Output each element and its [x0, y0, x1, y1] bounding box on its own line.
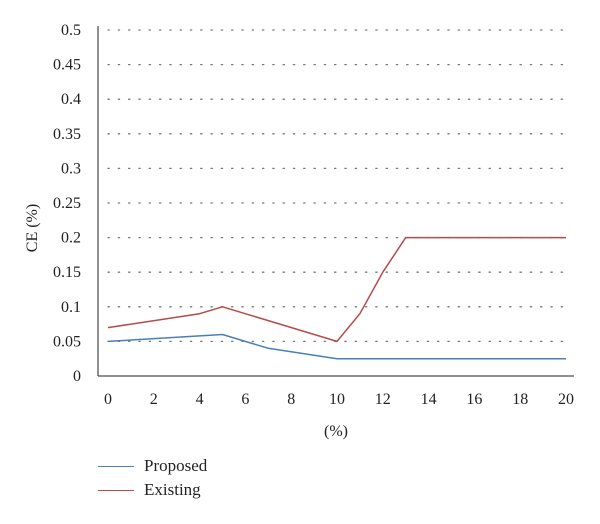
- legend-item-existing: Existing: [98, 478, 207, 502]
- series-lines: [107, 236, 566, 360]
- x-tick-label: 20: [558, 391, 574, 408]
- x-tick-label: 18: [512, 391, 528, 408]
- x-tick-label: 4: [196, 391, 204, 408]
- x-axis-label: (%): [324, 423, 348, 440]
- y-tick-label: 0: [73, 368, 81, 385]
- y-tick-labels: 0 0.05 0.1 0.15 0.2 0.25 0.3 0.35 0.4 0.45 0.5: [53, 22, 81, 385]
- x-tick-label: 8: [287, 391, 295, 408]
- y-tick-label: 0.4: [61, 91, 81, 108]
- y-tick-label: 0.2: [61, 230, 81, 247]
- legend-swatch-proposed: [98, 465, 134, 467]
- y-tick-label: 0.25: [53, 195, 81, 212]
- x-tick-label: 12: [375, 391, 391, 408]
- y-tick-label: 0.3: [61, 160, 81, 177]
- x-tick-label: 14: [421, 391, 437, 408]
- y-tick-label: 0.15: [53, 264, 81, 281]
- x-tick-label: 16: [466, 391, 482, 408]
- x-tick-labels: 0 2 4 6 8 10 12 14 16 18 20: [104, 391, 574, 408]
- x-tick-label: 10: [329, 391, 345, 408]
- y-tick-label: 0.5: [61, 22, 81, 39]
- x-tick-label: 0: [104, 391, 112, 408]
- axes: [97, 26, 574, 377]
- x-tick-label: 6: [241, 391, 249, 408]
- legend-label-proposed: Proposed: [144, 456, 208, 475]
- series-line-proposed: [107, 333, 566, 360]
- y-tick-label: 0.1: [61, 299, 81, 316]
- y-tick-label: 0.35: [53, 126, 81, 143]
- legend-item-proposed: Proposed: [98, 454, 207, 478]
- series-line-existing: [107, 236, 566, 343]
- x-tick-label: 2: [150, 391, 158, 408]
- y-tick-label: 0.05: [53, 333, 81, 350]
- legend-label-existing: Existing: [144, 480, 201, 499]
- y-tick-label: 0.45: [53, 57, 81, 74]
- grid-lines: [107, 29, 567, 343]
- legend-swatch-existing: [98, 489, 134, 491]
- y-axis-label: CE (%): [24, 204, 41, 252]
- legend: Proposed Existing: [98, 454, 207, 502]
